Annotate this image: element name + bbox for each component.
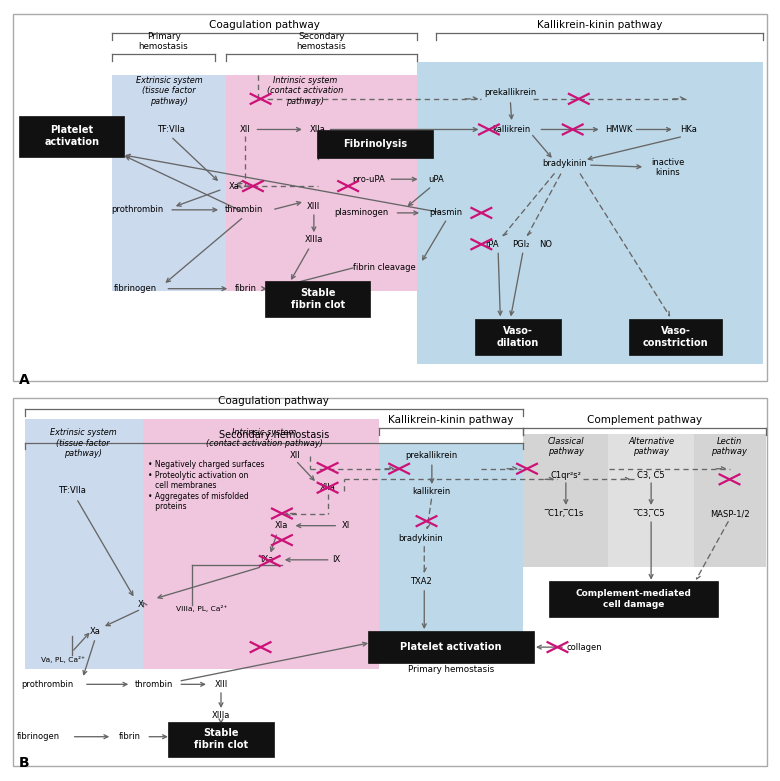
Text: Intrinsic system
(contact activation pathway): Intrinsic system (contact activation pat… [206,428,323,448]
Text: Classical
pathway: Classical pathway [548,437,584,456]
Text: pro-uPA: pro-uPA [353,175,385,184]
Text: Extrinsic system
(tissue factor
pathway): Extrinsic system (tissue factor pathway) [50,428,116,458]
Text: ̅C3, ̅C5: ̅C3, ̅C5 [637,509,665,518]
Text: HMWK: HMWK [604,125,632,134]
Text: NO: NO [540,240,552,249]
Bar [523,433,608,567]
Text: VIIIa, PL, Ca²⁺: VIIIa, PL, Ca²⁺ [176,605,227,612]
Text: XIa: XIa [275,521,289,530]
Text: prothrombin: prothrombin [111,205,163,214]
FancyBboxPatch shape [265,281,370,317]
Text: collagen: collagen [566,643,602,651]
Text: • Negatively charged surfaces
• Proteolytic activation on
   cell membranes
• Ag: • Negatively charged surfaces • Proteoly… [148,460,264,511]
Bar [112,75,226,291]
FancyBboxPatch shape [317,130,433,158]
Text: Fibrinolysis: Fibrinolysis [342,139,407,149]
Text: prekallikrein: prekallikrein [484,87,537,97]
Text: TXA2: TXA2 [410,577,431,587]
Text: Stable
fibrin clot: Stable fibrin clot [291,288,345,310]
Bar [143,419,378,669]
Text: TF:VIIa: TF:VIIa [157,125,185,134]
Text: XI: XI [342,521,350,530]
Text: bradykinin: bradykinin [543,159,587,169]
Text: tPA: tPA [486,240,499,249]
Text: MASP-1/2: MASP-1/2 [710,509,750,518]
Text: IX: IX [332,555,341,565]
FancyBboxPatch shape [368,631,534,663]
Text: Primary hemostasis: Primary hemostasis [408,665,494,673]
Text: IXa: IXa [260,555,273,565]
Text: XIIIa: XIIIa [212,711,230,720]
Text: fibrinogen: fibrinogen [16,733,60,741]
Text: XII: XII [240,125,250,134]
Text: C3, C5: C3, C5 [637,471,665,480]
Text: inactive
kinins: inactive kinins [651,158,685,177]
Text: Secondary hemostasis: Secondary hemostasis [218,430,329,440]
Text: Va, PL, Ca²⁺: Va, PL, Ca²⁺ [41,656,85,663]
Text: XIII: XIII [307,201,321,211]
Text: Intrinsic system
(contact activation
pathway): Intrinsic system (contact activation pat… [267,76,343,105]
FancyBboxPatch shape [475,319,561,355]
Text: Platelet activation: Platelet activation [400,642,502,652]
Text: plasminogen: plasminogen [334,209,388,217]
Text: Vaso-
dilation: Vaso- dilation [497,326,539,348]
Text: Coagulation pathway: Coagulation pathway [218,396,329,406]
Text: Kallikrein-kinin pathway: Kallikrein-kinin pathway [537,20,662,30]
Text: fibrin cleavage: fibrin cleavage [353,262,415,272]
Text: Coagulation pathway: Coagulation pathway [209,20,320,30]
Text: XIIIa: XIIIa [305,235,323,244]
Text: prothrombin: prothrombin [21,679,73,689]
Bar [417,62,763,364]
Text: Complement-mediated
cell damage: Complement-mediated cell damage [576,589,692,609]
Bar [693,433,766,567]
Text: fibrin: fibrin [119,733,140,741]
Bar [25,419,143,669]
Text: XIIa: XIIa [310,125,325,134]
Text: plasmin: plasmin [429,209,462,217]
Text: bradykinin: bradykinin [398,533,443,543]
Text: uPA: uPA [427,175,444,184]
Text: HKa: HKa [680,125,697,134]
Text: X: X [138,600,144,609]
Text: Extrinsic system
(tissue factor
pathway): Extrinsic system (tissue factor pathway) [136,76,203,105]
FancyBboxPatch shape [548,581,718,616]
Text: A: A [19,373,29,387]
Text: Xa: Xa [90,627,101,637]
FancyBboxPatch shape [168,722,274,757]
Text: Platelet
activation: Platelet activation [44,126,99,148]
Text: XIIa: XIIa [320,483,335,492]
Text: Lectin
pathway: Lectin pathway [711,437,747,456]
Bar [608,433,693,567]
Bar [226,75,417,291]
Text: Vaso-
constriction: Vaso- constriction [643,326,708,348]
Text: XIII: XIII [215,679,228,689]
Text: thrombin: thrombin [225,205,263,214]
Text: Primary
hemostasis: Primary hemostasis [139,31,189,51]
Text: fibrin: fibrin [234,284,257,293]
Text: kallikrein: kallikrein [413,487,451,496]
Text: thrombin: thrombin [135,679,173,689]
Text: Xa: Xa [229,182,239,191]
Text: B: B [19,756,29,770]
Text: XII: XII [290,451,301,460]
Text: fibrinogen: fibrinogen [113,284,157,293]
Text: prekallikrein: prekallikrein [406,451,458,460]
Text: Kallikrein-kinin pathway: Kallikrein-kinin pathway [388,415,513,425]
Text: PGI₂: PGI₂ [512,240,530,249]
FancyBboxPatch shape [20,116,124,157]
Bar [378,443,523,658]
FancyBboxPatch shape [629,319,722,355]
Text: Secondary
hemostasis: Secondary hemostasis [296,31,346,51]
Text: kallikrein: kallikrein [493,125,531,134]
Text: Stable
fibrin clot: Stable fibrin clot [194,729,248,751]
Text: Alternative
pathway: Alternative pathway [628,437,674,456]
Text: Complement pathway: Complement pathway [587,415,702,425]
Text: C1qr²s²: C1qr²s² [551,471,581,480]
Text: ̅C1r, ̅C1s: ̅C1r, ̅C1s [548,509,583,518]
Text: TF:VIIa: TF:VIIa [58,487,86,495]
